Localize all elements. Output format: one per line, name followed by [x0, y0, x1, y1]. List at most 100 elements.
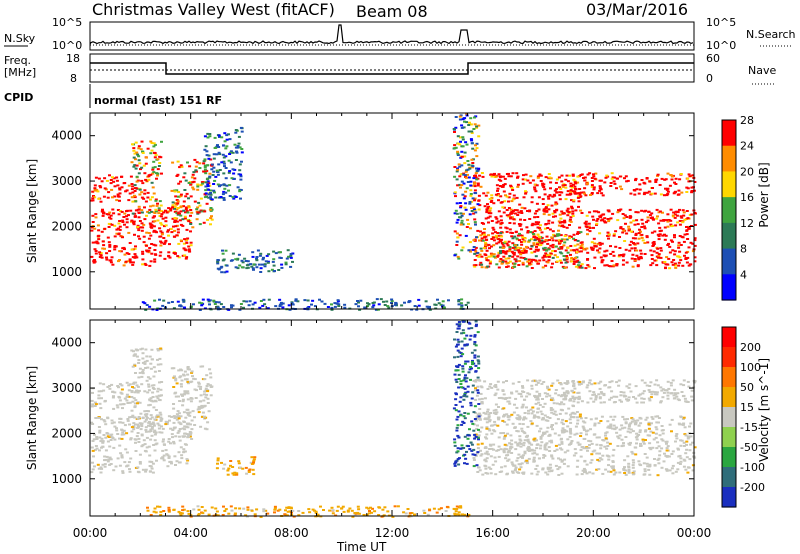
scatter-cell: [198, 301, 202, 304]
scatter-cell: [180, 385, 183, 388]
scatter-cell: [147, 389, 151, 392]
scatter-cell: [279, 257, 283, 259]
scatter-cell: [558, 221, 562, 224]
scatter-cell: [145, 249, 149, 252]
scatter-cell: [118, 383, 122, 386]
scatter-cell: [519, 463, 522, 466]
scatter-cell: [133, 233, 136, 236]
scatter-cell: [239, 197, 242, 200]
scatter-cell: [506, 250, 510, 253]
scatter-cell: [439, 303, 443, 306]
scatter-cell: [644, 429, 648, 432]
scatter-cell: [628, 431, 632, 434]
scatter-cell: [463, 117, 467, 120]
scatter-cell: [519, 393, 523, 395]
scatter-cell: [253, 301, 257, 304]
scatter-cell: [485, 457, 489, 460]
scatter-cell: [135, 180, 139, 183]
scatter-cell: [336, 505, 340, 508]
scatter-cell: [110, 223, 114, 226]
scatter-cell: [528, 218, 532, 220]
scatter-cell: [133, 253, 137, 256]
scatter-cell: [129, 437, 133, 440]
scatter-cell: [505, 454, 508, 457]
scatter-cell: [468, 338, 472, 341]
scatter-cell: [674, 190, 677, 193]
scatter-cell: [634, 234, 638, 236]
scatter-cell: [468, 428, 471, 431]
scatter-cell: [583, 176, 587, 179]
scatter-cell: [527, 240, 531, 243]
scatter-cell: [541, 203, 545, 205]
scatter-cell: [93, 405, 97, 407]
scatter-cell: [326, 306, 330, 308]
scatter-cell: [584, 220, 588, 223]
scatter-cell: [141, 357, 145, 360]
scatter-cell: [582, 248, 586, 251]
scatter-cell: [194, 397, 198, 399]
scatter-cell: [516, 249, 520, 252]
scatter-cell: [686, 401, 690, 403]
scatter-cell: [400, 304, 404, 307]
scatter-cell: [635, 219, 639, 222]
scatter-cell: [186, 368, 190, 371]
scatter-cell: [557, 443, 561, 446]
scatter-cell: [676, 255, 680, 258]
scatter-cell: [93, 196, 97, 199]
scatter-cell: [693, 223, 697, 226]
scatter-cell: [488, 420, 492, 423]
scatter-cell: [181, 394, 184, 397]
scatter-cell: [600, 261, 604, 264]
scatter-cell: [149, 430, 153, 433]
scatter-cell: [606, 445, 610, 447]
scatter-cell: [474, 176, 478, 179]
scatter-cell: [579, 435, 583, 437]
scatter-cell: [508, 402, 512, 405]
scatter-cell: [165, 453, 169, 456]
scatter-cell: [520, 228, 523, 231]
scatter-cell: [534, 383, 538, 386]
scatter-cell: [153, 507, 157, 510]
scatter-cell: [340, 507, 344, 510]
scatter-cell: [153, 253, 157, 256]
scatter-cell: [572, 391, 576, 394]
scatter-cell: [159, 251, 163, 254]
scatter-cell: [551, 239, 555, 242]
scatter-cell: [286, 510, 290, 513]
scatter-cell: [536, 216, 540, 218]
scatter-cell: [509, 434, 513, 437]
scatter-cell: [109, 261, 113, 264]
scatter-cell: [516, 246, 520, 249]
scatter-cell: [205, 393, 209, 396]
scatter-cell: [252, 458, 256, 461]
scatter-cell: [641, 392, 645, 395]
scatter-cell: [640, 397, 644, 400]
scatter-cell: [335, 302, 339, 305]
scatter-cell: [176, 228, 180, 231]
scatter-cell: [639, 257, 643, 260]
scatter-cell: [457, 436, 461, 439]
scatter-cell: [119, 210, 122, 213]
scatter-cell: [189, 183, 193, 186]
scatter-cell: [98, 431, 102, 434]
scatter-cell: [520, 241, 523, 243]
scatter-cell: [187, 422, 191, 425]
scatter-cell: [536, 397, 540, 399]
scatter-cell: [665, 219, 668, 222]
scatter-cell: [562, 244, 566, 247]
scatter-cell: [133, 363, 137, 366]
scatter-cell: [373, 510, 377, 513]
scatter-cell: [141, 417, 145, 419]
power-region: [90, 208, 158, 267]
scatter-cell: [494, 473, 498, 476]
scatter-cell: [463, 162, 467, 165]
scatter-cell: [204, 185, 208, 188]
scatter-cell: [647, 190, 651, 193]
scatter-cell: [474, 264, 478, 267]
scatter-cell: [306, 299, 310, 302]
scatter-cell: [129, 261, 133, 264]
scatter-cell: [570, 207, 574, 210]
scatter-cell: [543, 444, 547, 447]
scatter-cell: [100, 418, 103, 421]
scatter-cell: [341, 505, 345, 508]
